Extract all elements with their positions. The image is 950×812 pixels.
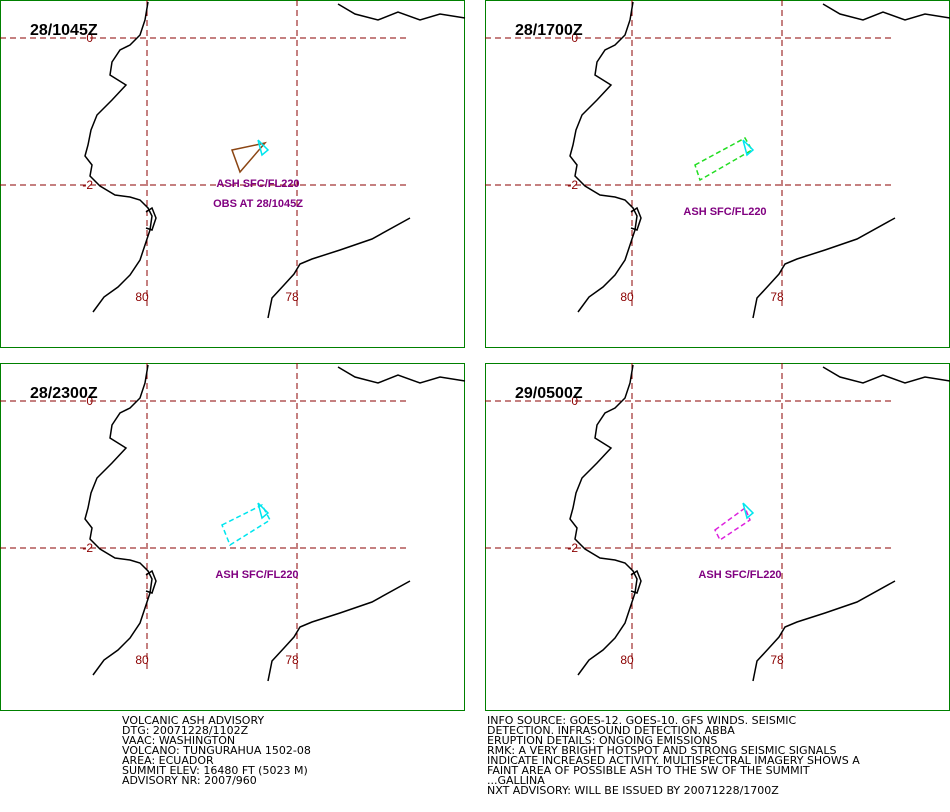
advisory-line: ...GALLINA xyxy=(487,774,545,787)
ash-label: ASH SFC/FL220 xyxy=(216,178,299,190)
advisory-line: NXT ADVISORY: WILL BE ISSUED BY 20071228… xyxy=(487,784,779,797)
volcano-marker xyxy=(257,502,270,520)
advisory-line: AREA: ECUADOR xyxy=(122,754,214,767)
advisory-line: INDICATE INCREASED ACTIVITY. MULTISPECTR… xyxy=(487,754,860,767)
advisory-line: INFO SOURCE: GOES-12. GOES-10. GFS WINDS… xyxy=(487,714,797,727)
lon-label: 80 xyxy=(620,653,634,667)
ash-label: ASH SFC/FL220 xyxy=(683,206,766,218)
ash-cloud xyxy=(694,136,754,182)
map-panel: 0 -2 80 78 28/1045Z ASH SFC/FL220 OBS AT 28/10… xyxy=(0,0,466,348)
lon-label: 78 xyxy=(285,290,299,304)
lat-label: -2 xyxy=(82,178,93,192)
coastline xyxy=(752,580,896,682)
advisory-line: RMK: A VERY BRIGHT HOTSPOT AND STRONG SE… xyxy=(487,744,837,757)
lon-label: 80 xyxy=(620,290,634,304)
coastline xyxy=(337,366,466,384)
coastline xyxy=(630,569,642,594)
advisory-line: SUMMIT ELEV: 16480 FT (5023 M) xyxy=(122,764,308,777)
ash-cloud xyxy=(221,504,271,547)
coastline xyxy=(822,3,950,21)
advisory-line: FAINT AREA OF POSSIBLE ASH TO THE SW OF … xyxy=(487,764,810,777)
coastline xyxy=(267,217,411,319)
advisory-line: ERUPTION DETAILS: ONGOING EMISSIONS xyxy=(487,734,718,747)
ash-label: ASH SFC/FL220 xyxy=(215,569,298,581)
advisory-line: DETECTION. INFRASOUND DETECTION. ABBA xyxy=(487,724,735,737)
lat-label: -2 xyxy=(567,541,578,555)
ash-label: ASH SFC/FL220 xyxy=(698,569,781,581)
lat-label: 0 xyxy=(571,31,578,45)
valid-time: 28/2300Z xyxy=(30,385,98,402)
coastline xyxy=(267,580,411,682)
ash-label: OBS AT 28/1045Z xyxy=(213,198,303,210)
advisory-line: ADVISORY NR: 2007/960 xyxy=(122,774,257,787)
coastline xyxy=(630,206,642,231)
advisory-line: DTG: 20071228/1102Z xyxy=(122,724,249,737)
coastline xyxy=(752,217,896,319)
coastline xyxy=(569,364,638,676)
panel-border xyxy=(0,0,465,348)
lat-label: 0 xyxy=(86,31,93,45)
coastline xyxy=(569,1,638,313)
panel-border xyxy=(0,363,465,711)
advisory-line: VOLCANO: TUNGURAHUA 1502-08 xyxy=(122,744,311,757)
map-panel: 0 -2 80 78 29/0500Z ASH SFC/FL220 xyxy=(485,363,950,711)
valid-time: 28/1700Z xyxy=(515,22,583,39)
lon-label: 78 xyxy=(770,290,784,304)
advisory-left: VOLCANIC ASH ADVISORY DTG: 20071228/1102Z… xyxy=(122,714,311,787)
volcano-marker xyxy=(257,139,270,157)
advisory-right: INFO SOURCE: GOES-12. GOES-10. GFS WINDS… xyxy=(487,714,860,797)
lon-label: 80 xyxy=(135,290,149,304)
lat-label: 0 xyxy=(571,394,578,408)
lon-label: 78 xyxy=(285,653,299,667)
map-panel: 0 -2 80 78 28/1700Z ASH SFC/FL220 xyxy=(485,0,950,348)
panel-border xyxy=(485,363,950,711)
coastline xyxy=(337,3,466,21)
map-panel: 0 -2 80 78 28/2300Z ASH SFC/FL220 xyxy=(0,363,466,711)
coastline xyxy=(822,366,950,384)
coastline xyxy=(84,1,153,313)
lon-label: 80 xyxy=(135,653,149,667)
lon-label: 78 xyxy=(770,653,784,667)
lat-label: 0 xyxy=(86,394,93,408)
coastline xyxy=(84,364,153,676)
volcano-marker xyxy=(742,139,755,157)
lat-label: -2 xyxy=(567,178,578,192)
coastline xyxy=(145,569,157,594)
advisory-line: VAAC: WASHINGTON xyxy=(122,734,236,747)
coastline xyxy=(145,206,157,231)
advisory-line: VOLCANIC ASH ADVISORY xyxy=(122,714,265,727)
valid-time: 29/0500Z xyxy=(515,385,583,402)
ash-cloud xyxy=(231,141,268,174)
volcano-marker xyxy=(742,502,755,520)
ash-cloud xyxy=(714,506,751,542)
lat-label: -2 xyxy=(82,541,93,555)
panel-border xyxy=(485,0,950,348)
valid-time: 28/1045Z xyxy=(30,22,98,39)
